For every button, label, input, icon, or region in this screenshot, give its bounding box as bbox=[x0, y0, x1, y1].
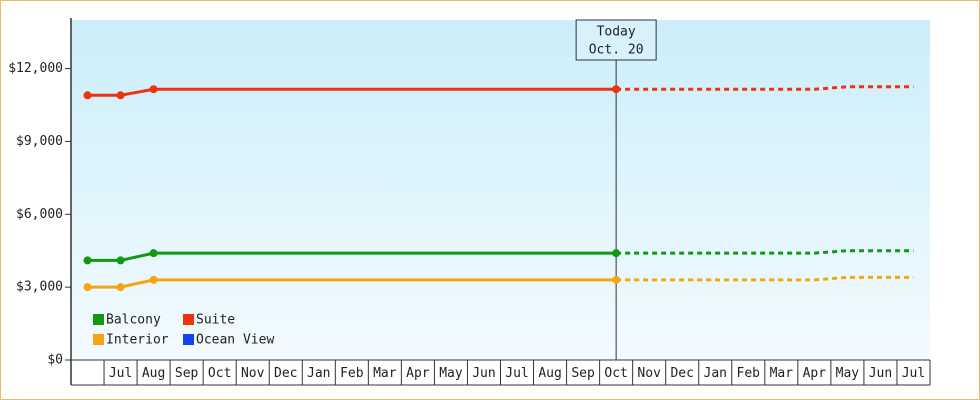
x-tick-label: Jun bbox=[472, 366, 495, 381]
today-label: Oct. 20 bbox=[589, 43, 644, 58]
price-line bbox=[87, 278, 617, 289]
x-tick-label: Aug bbox=[538, 366, 561, 381]
legend-label: Ocean View bbox=[196, 333, 274, 348]
price-point bbox=[612, 249, 621, 258]
x-tick-label: Nov bbox=[241, 366, 265, 381]
y-tick-label: $6,000 bbox=[16, 207, 63, 222]
x-tick-label: Oct bbox=[208, 366, 231, 381]
x-tick-label: Apr bbox=[803, 366, 827, 381]
x-tick-label: Sep bbox=[175, 366, 199, 381]
forecast-line bbox=[616, 85, 914, 91]
x-tick-label: Nov bbox=[637, 366, 661, 381]
y-tick-label: $0 bbox=[47, 353, 63, 368]
forecast-line bbox=[616, 249, 914, 255]
x-tick-label: Jul bbox=[902, 366, 925, 381]
x-tick-label: Sep bbox=[571, 366, 595, 381]
today-label: Today bbox=[597, 25, 636, 40]
price-point bbox=[83, 91, 92, 100]
x-tick-label: Aug bbox=[142, 366, 165, 381]
plot-area bbox=[71, 20, 930, 360]
legend-swatch bbox=[183, 314, 194, 325]
x-tick-label: May bbox=[836, 366, 860, 381]
x-tick-label: Oct bbox=[604, 366, 627, 381]
x-tick-label: Jan bbox=[307, 366, 330, 381]
x-tick-label: Feb bbox=[340, 366, 364, 381]
price-line bbox=[87, 87, 617, 97]
x-tick-label: Mar bbox=[373, 366, 397, 381]
x-tick-label: May bbox=[439, 366, 463, 381]
price-point bbox=[149, 249, 158, 258]
forecast-line bbox=[616, 275, 914, 282]
today-box bbox=[575, 19, 657, 61]
price-point bbox=[612, 85, 621, 94]
price-point bbox=[612, 275, 621, 284]
price-point bbox=[83, 256, 92, 265]
y-tick-label: $12,000 bbox=[8, 61, 63, 76]
price-point bbox=[149, 275, 158, 284]
x-tick-label: Jun bbox=[869, 366, 892, 381]
price-point bbox=[149, 85, 158, 94]
x-tick-label: Dec bbox=[274, 366, 297, 381]
price-point bbox=[116, 91, 125, 100]
x-tick-label: Feb bbox=[737, 366, 761, 381]
y-tick-label: $9,000 bbox=[16, 134, 63, 149]
y-tick-label: $3,000 bbox=[16, 280, 63, 295]
x-tick-label: Dec bbox=[670, 366, 693, 381]
legend-swatch bbox=[93, 334, 104, 345]
legend-label: Interior bbox=[106, 333, 169, 348]
x-tick-label: Jan bbox=[704, 366, 727, 381]
x-tick-label: Jul bbox=[109, 366, 132, 381]
price-line bbox=[87, 251, 617, 262]
price-point bbox=[116, 283, 125, 292]
legend-swatch bbox=[93, 314, 104, 325]
x-tick-label: Jul bbox=[505, 366, 528, 381]
x-tick-label: Apr bbox=[406, 366, 430, 381]
price-point bbox=[116, 256, 125, 265]
price-point bbox=[83, 283, 92, 292]
x-tick-label: Mar bbox=[770, 366, 794, 381]
legend-label: Balcony bbox=[106, 313, 161, 328]
legend-swatch bbox=[183, 334, 194, 345]
legend-label: Suite bbox=[196, 313, 235, 328]
